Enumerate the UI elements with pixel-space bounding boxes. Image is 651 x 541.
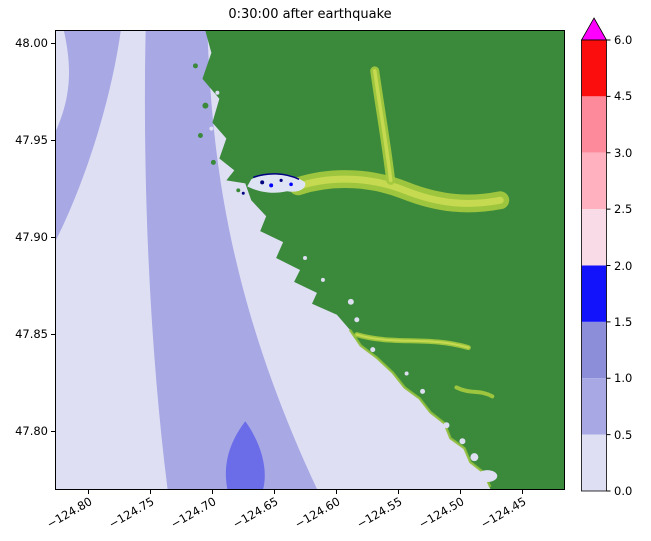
x-tick-label: −124.65 bbox=[230, 494, 281, 532]
y-tick-mark bbox=[51, 431, 55, 432]
x-tick-mark bbox=[336, 490, 337, 494]
colorbar-tick-label: 3.0 bbox=[614, 146, 633, 160]
river-valley-south-core bbox=[355, 333, 470, 349]
land-mass bbox=[202, 31, 564, 489]
pond bbox=[404, 371, 409, 376]
island bbox=[192, 63, 198, 69]
deep-spot bbox=[279, 178, 283, 182]
colorbar-segment bbox=[581, 434, 607, 491]
colorbar-segment bbox=[581, 209, 607, 266]
x-tick-label: −124.75 bbox=[106, 494, 157, 532]
colorbar-segment bbox=[581, 152, 607, 210]
island bbox=[202, 102, 209, 109]
colorbar-tick-label: 6.0 bbox=[614, 33, 633, 47]
bay-inlet bbox=[241, 173, 306, 195]
deep-spot bbox=[260, 180, 265, 185]
colorbar-tick-label: 0.0 bbox=[614, 484, 633, 498]
pond bbox=[215, 90, 220, 95]
colorbar-segment bbox=[581, 378, 607, 435]
colorbar-tick-label: 0.5 bbox=[614, 428, 633, 442]
map-canvas bbox=[56, 31, 564, 489]
colorbar-segment bbox=[581, 321, 607, 379]
x-tick-mark bbox=[88, 490, 89, 494]
plot-title: 0:30:00 after earthquake bbox=[228, 7, 392, 22]
y-tick-mark bbox=[51, 237, 55, 238]
y-tick-mark bbox=[51, 334, 55, 335]
x-tick-mark bbox=[274, 490, 275, 494]
pond bbox=[420, 388, 426, 394]
coastal-ponds bbox=[209, 90, 498, 483]
colorbar-tick-label: 1.5 bbox=[614, 315, 633, 329]
wave-band-main bbox=[144, 31, 317, 489]
x-tick-label: −124.80 bbox=[44, 494, 95, 532]
colorbar bbox=[581, 17, 611, 492]
y-tick-mark bbox=[51, 43, 55, 44]
x-tick-mark bbox=[460, 490, 461, 494]
wave-band-west bbox=[56, 31, 121, 241]
bay-spit bbox=[252, 173, 300, 181]
pond bbox=[303, 256, 308, 260]
pond bbox=[459, 438, 466, 445]
river-valley-small bbox=[454, 385, 495, 399]
wave-crest-patch bbox=[225, 421, 265, 489]
x-tick-mark bbox=[522, 490, 523, 494]
y-tick-mark bbox=[51, 140, 55, 141]
pond bbox=[320, 277, 325, 282]
offshore-islands bbox=[192, 63, 241, 193]
x-tick-label: −124.50 bbox=[416, 494, 467, 532]
colorbar-tick-label: 1.0 bbox=[614, 371, 633, 385]
colorbar-segment bbox=[581, 265, 607, 322]
river-valley-branch-core bbox=[373, 69, 393, 183]
colorbar-segment bbox=[581, 40, 607, 97]
pond bbox=[354, 317, 360, 323]
x-tick-mark bbox=[398, 490, 399, 494]
deep-spot bbox=[269, 183, 274, 188]
colorbar-over-triangle bbox=[581, 17, 608, 41]
x-tick-label: −124.70 bbox=[168, 494, 219, 532]
pond bbox=[209, 126, 214, 131]
x-tick-label: −124.55 bbox=[354, 494, 405, 532]
colorbar-tick-label: 2.5 bbox=[614, 202, 633, 216]
lagoon bbox=[477, 470, 498, 483]
pond bbox=[443, 422, 450, 429]
y-tick-label: 47.85 bbox=[15, 327, 48, 341]
y-tick-label: 47.80 bbox=[15, 424, 48, 438]
deep-spot bbox=[289, 182, 293, 187]
colorbar-tick-label: 4.5 bbox=[614, 89, 633, 103]
colorbar-ticks bbox=[606, 39, 611, 492]
bay-water bbox=[247, 173, 306, 193]
pond bbox=[347, 298, 354, 305]
y-tick-label: 47.95 bbox=[15, 133, 48, 147]
pond bbox=[370, 347, 376, 353]
island bbox=[236, 188, 241, 193]
y-tick-label: 48.00 bbox=[15, 36, 48, 50]
island bbox=[210, 159, 216, 165]
colorbar-tick-label: 2.0 bbox=[614, 259, 633, 273]
x-tick-label: −124.60 bbox=[292, 494, 343, 532]
colorbar-segment bbox=[581, 96, 607, 153]
deep-spot bbox=[241, 191, 245, 195]
river-valley-main-core bbox=[294, 175, 504, 207]
island bbox=[197, 133, 203, 139]
plot-area bbox=[55, 30, 565, 490]
pond bbox=[470, 453, 479, 462]
x-tick-mark bbox=[212, 490, 213, 494]
y-tick-label: 47.90 bbox=[15, 230, 48, 244]
x-tick-label: −124.45 bbox=[478, 494, 529, 532]
shore-fringe bbox=[348, 328, 492, 488]
x-tick-mark bbox=[150, 490, 151, 494]
